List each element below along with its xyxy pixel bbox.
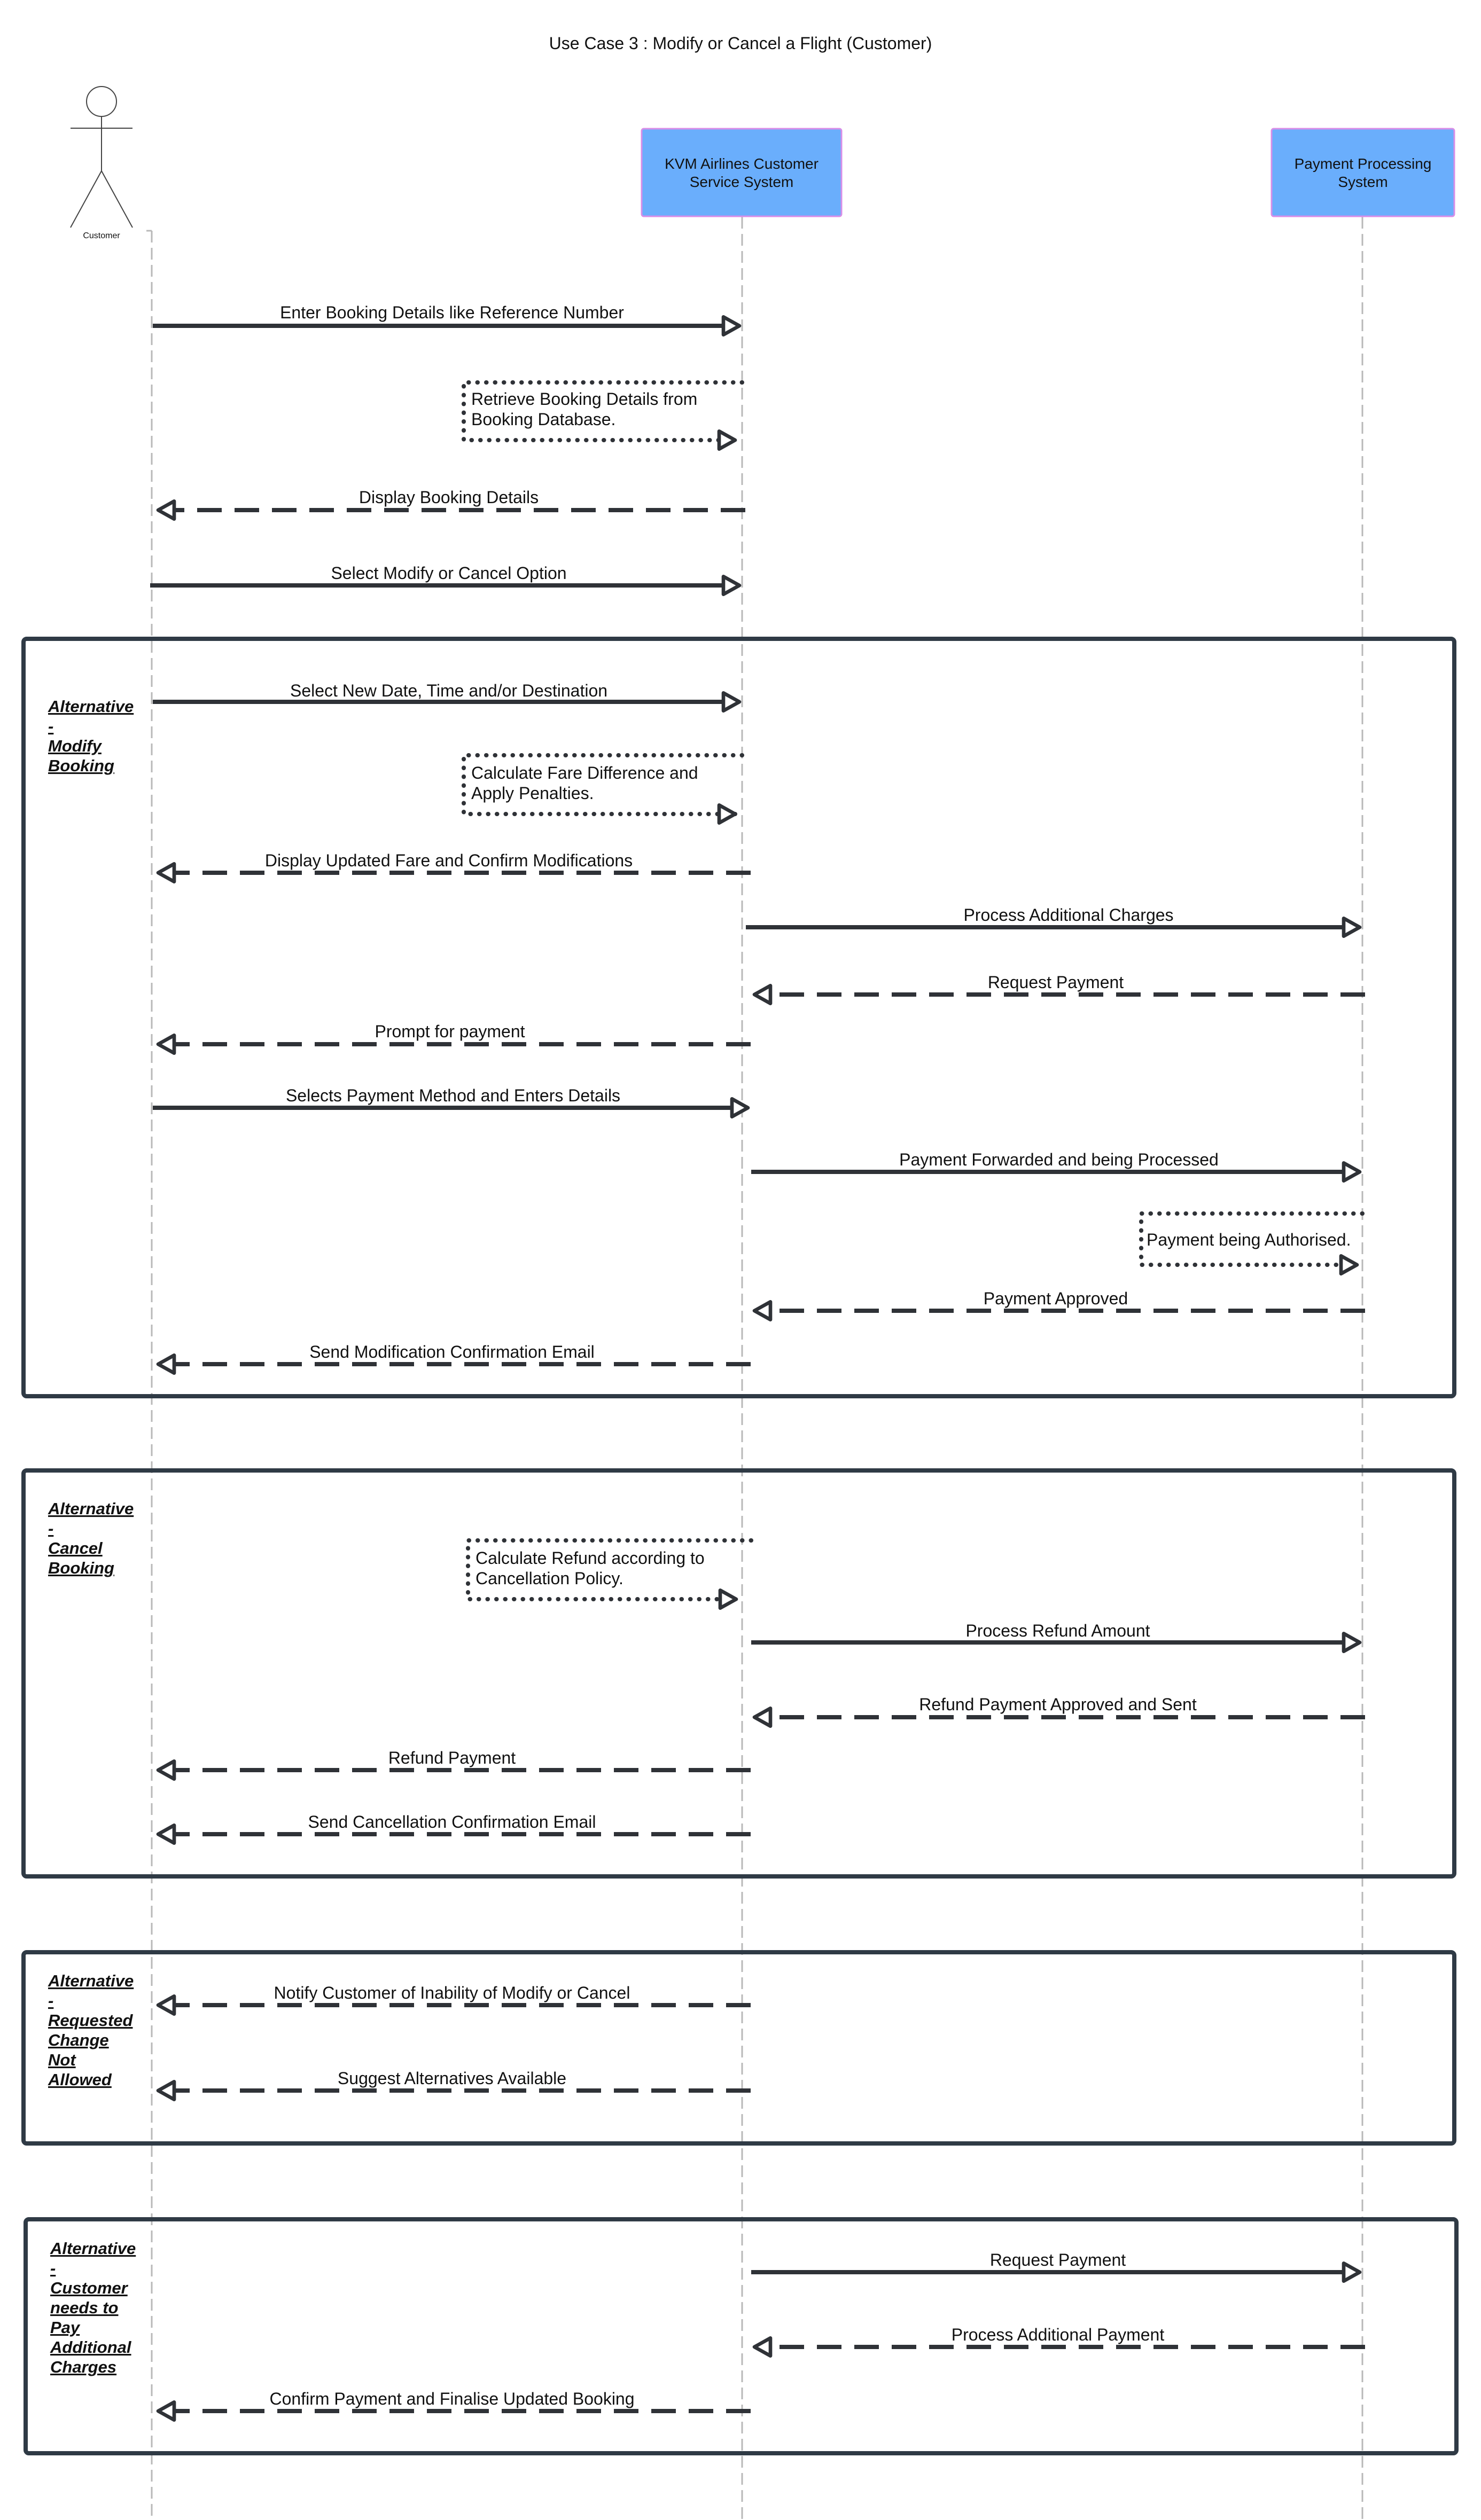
frame-label-line: Additional (50, 2338, 132, 2357)
message-label: Select New Date, Time and/or Destination (290, 681, 607, 700)
frame-label-line: Alternative (50, 2239, 136, 2258)
message-23: Process Additional Payment (752, 2325, 1365, 2358)
participant-customer-service-system: KVM Airlines Customer Service System (641, 128, 843, 217)
message-13: Payment Approved (752, 1289, 1365, 1321)
message-label: Process Refund Amount (965, 1621, 1150, 1640)
message-0: Enter Booking Details like Reference Num… (153, 303, 742, 336)
message-6: Display Updated Fare and Confirm Modific… (156, 851, 751, 883)
frame-label-line: Charges (50, 2358, 116, 2376)
message-label: Select Modify or Cancel Option (331, 564, 566, 583)
frame-label-line: needs to (50, 2298, 118, 2317)
frame-label-line: Booking (48, 1559, 114, 1577)
message-24: Confirm Payment and Finalise Updated Boo… (156, 2389, 751, 2422)
diagram-title: Use Case 3 : Modify or Cancel a Flight (… (549, 34, 932, 53)
message-20: Notify Customer of Inability of Modify o… (156, 1983, 751, 2016)
frame-label-line: Pay (50, 2318, 81, 2337)
message-11: Payment Forwarded and being Processed (751, 1150, 1362, 1183)
self-call-label-line: Booking Database. (471, 410, 615, 429)
message-label: Request Payment (988, 973, 1124, 992)
message-8: Request Payment (752, 973, 1365, 1005)
alternative-frame-cancel-booking: Alternative - Cancel Booking (21, 1468, 1456, 1879)
message-label: Payment Approved (984, 1289, 1128, 1308)
frame-label-line: Change (48, 2031, 109, 2049)
frame-label-line: Allowed (48, 2070, 112, 2089)
message-label: Send Modification Confirmation Email (309, 1342, 595, 1361)
frame-label-line: - (50, 2259, 56, 2278)
message-label: Process Additional Payment (952, 2325, 1165, 2344)
message-3: Select Modify or Cancel Option (150, 564, 742, 596)
message-label: Send Cancellation Confirmation Email (308, 1812, 596, 1832)
frame-label-line: Customer (50, 2279, 129, 2297)
message-label: Display Updated Fare and Confirm Modific… (265, 851, 633, 870)
frame-label-line: Alternative (48, 697, 134, 716)
message-21: Suggest Alternatives Available (156, 2069, 751, 2101)
message-18: Refund Payment (156, 1748, 751, 1781)
message-5-self-call: Calculate Fare Difference and Apply Pena… (462, 753, 744, 825)
actor-label: Customer (83, 231, 120, 240)
self-call-label-line: Retrieve Booking Details from (471, 389, 697, 409)
frame-label-line: Requested (48, 2011, 134, 2030)
message-12-self-call: Payment being Authorised. (1139, 1211, 1365, 1275)
participant-label-line: Payment Processing (1295, 155, 1432, 172)
frame-label-line: Booking (48, 756, 114, 775)
message-label: Confirm Payment and Finalise Updated Boo… (269, 2389, 634, 2408)
self-call-label-line: Calculate Refund according to (476, 1548, 705, 1568)
participant-label-line: System (1338, 174, 1388, 190)
participant-payment-processing-system: Payment Processing System (1270, 128, 1455, 217)
self-call-label-line: Cancellation Policy. (476, 1569, 623, 1588)
message-label: Notify Customer of Inability of Modify o… (274, 1983, 630, 2002)
frame-label-line: Alternative (48, 1499, 134, 1518)
self-call-label-line: Apply Penalties. (471, 784, 594, 803)
self-call-label-line: Payment being Authorised. (1147, 1230, 1351, 1249)
frame-label-line: - (48, 717, 53, 735)
message-2: Display Booking Details (156, 488, 745, 521)
message-label: Refund Payment Approved and Sent (919, 1695, 1197, 1714)
participant-label-line: Service System (690, 174, 794, 190)
message-19: Send Cancellation Confirmation Email (156, 1812, 751, 1845)
self-call-label-line: Calculate Fare Difference and (471, 763, 698, 782)
message-17: Refund Payment Approved and Sent (752, 1695, 1365, 1728)
alternative-frame-modify-booking: Alternative - Modify Booking (21, 637, 1456, 1398)
message-label: Request Payment (990, 2250, 1126, 2269)
stick-figure-actor-icon (70, 86, 133, 228)
message-label: Display Booking Details (359, 488, 539, 507)
message-label: Payment Forwarded and being Processed (899, 1150, 1219, 1169)
alternative-frame-requested-change-not-allowed: Alternative - Requested Change Not Allow… (21, 1950, 1456, 2146)
frame-label-line: - (48, 1991, 53, 2010)
frame-label-line: Modify (48, 737, 103, 755)
message-7: Process Additional Charges (746, 905, 1362, 938)
message-14: Send Modification Confirmation Email (156, 1342, 751, 1375)
frame-label-line: - (48, 1519, 53, 1538)
message-label: Prompt for payment (375, 1022, 525, 1041)
message-label: Refund Payment (388, 1748, 516, 1767)
message-label: Selects Payment Method and Enters Detail… (286, 1086, 620, 1105)
message-4: Select New Date, Time and/or Destination (153, 681, 742, 713)
alternative-frame-customer-needs-to-pay: Alternative - Customer needs to Pay Addi… (24, 2217, 1459, 2455)
frame-label-line: Alternative (48, 1971, 134, 1990)
message-label: Enter Booking Details like Reference Num… (280, 303, 624, 322)
message-22: Request Payment (751, 2250, 1362, 2283)
message-10: Selects Payment Method and Enters Detail… (153, 1086, 750, 1118)
message-label: Process Additional Charges (963, 905, 1173, 925)
participant-label-line: KVM Airlines Customer (665, 155, 819, 172)
message-9: Prompt for payment (156, 1022, 751, 1055)
message-16: Process Refund Amount (751, 1621, 1362, 1653)
message-label: Suggest Alternatives Available (338, 2069, 566, 2088)
message-1-self-call: Retrieve Booking Details from Booking Da… (462, 380, 744, 451)
message-15-self-call: Calculate Refund according to Cancellati… (466, 1538, 753, 1610)
frame-label-line: Not (48, 2051, 76, 2069)
frame-label-line: Cancel (48, 1539, 103, 1558)
